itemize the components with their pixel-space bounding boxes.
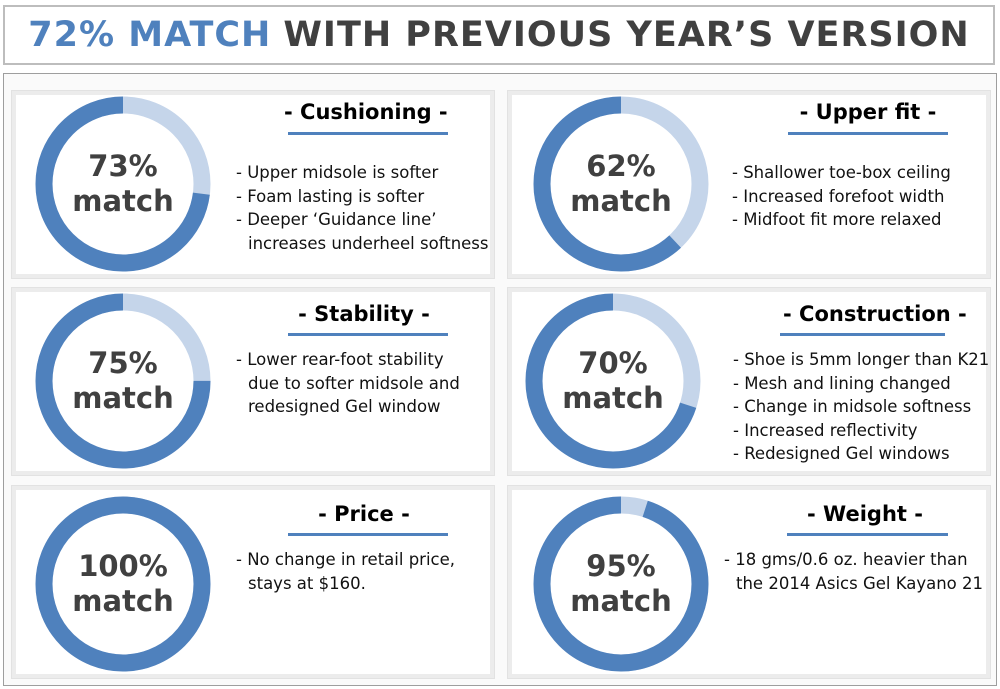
card-stability: 75% match - Stability - - Lower rear-foo… <box>12 288 494 475</box>
bullet-item: - Change in midsole softness <box>733 395 989 419</box>
card-title-stability: - Stability - <box>298 302 430 326</box>
bullet-text: - Upper midsole is softer <box>236 163 439 182</box>
bullet-item: - Shallower toe-box ceiling <box>732 161 951 185</box>
ring-percent: 100% <box>78 549 168 583</box>
ring-value-arc <box>35 96 211 272</box>
card-price: 100% match - Price - - No change in reta… <box>12 486 494 678</box>
ring-percent: 62% <box>586 149 656 183</box>
bullet-text: stays at $160. <box>248 573 366 593</box>
ring-value-arc <box>525 293 701 469</box>
bullet-text: - Increased forefoot width <box>732 186 945 206</box>
ring-chart-construction <box>525 293 701 469</box>
ring-chart-cushioning <box>35 96 211 272</box>
ring-label-cushioning: 73% match <box>43 149 203 219</box>
bullet-item: - Midfoot fit more relaxed <box>732 208 951 232</box>
bullet-item: - 18 gms/0.6 oz. heavier than the 2014 As… <box>724 548 983 595</box>
bullet-text: - Redesigned Gel windows <box>733 444 950 463</box>
bullet-text: - 18 gms/0.6 oz. heavier than <box>724 550 968 569</box>
title-underline <box>288 132 448 135</box>
title-rest: WITH PREVIOUS YEAR’S VERSION <box>283 15 970 55</box>
page-title: 72% MATCH WITH PREVIOUS YEAR’S VERSION <box>3 5 995 65</box>
bullet-item: - Increased forefoot width <box>732 185 951 209</box>
bullet-list-stability: - Lower rear-foot stability due to softer… <box>236 348 460 419</box>
bullet-item: - Redesigned Gel windows <box>733 442 989 466</box>
ring-chart-price <box>35 496 211 672</box>
title-underline <box>787 533 948 536</box>
ring-value-arc <box>533 496 709 672</box>
ring-percent: 95% <box>586 549 656 583</box>
bullet-item: - Lower rear-foot stability due to softer… <box>236 348 460 419</box>
card-title-cushioning: - Cushioning - <box>284 100 448 124</box>
card-cushioning: 73% match - Cushioning - - Upper midsole… <box>12 91 494 278</box>
ring-match: match <box>562 381 664 415</box>
bullet-text: - Change in midsole softness <box>733 397 972 416</box>
bullet-list-price: - No change in retail price, stays at $16… <box>236 548 455 595</box>
ring-value-arc <box>35 293 211 469</box>
bullet-text: redesigned Gel window <box>248 397 441 416</box>
ring-value-arc <box>533 96 709 272</box>
ring-match: match <box>72 584 174 618</box>
bullet-text: due to softer midsole and <box>248 373 460 393</box>
bullet-text: - Shallower toe-box ceiling <box>732 163 951 182</box>
card-title-weight: - Weight - <box>807 502 923 526</box>
bullet-list-construction: - Shoe is 5mm longer than K21 - Mesh and … <box>733 348 989 466</box>
bullet-text: - Shoe is 5mm longer than K21 <box>733 350 990 369</box>
ring-value-arc <box>35 496 211 672</box>
title-accent: 72% MATCH <box>28 15 272 55</box>
ring-label-weight: 95% match <box>541 549 701 619</box>
bullet-item: - Upper midsole is softer <box>236 161 489 185</box>
ring-label-price: 100% match <box>43 549 203 619</box>
cards-panel: 73% match - Cushioning - - Upper midsole… <box>3 73 997 686</box>
ring-chart-stability <box>35 293 211 469</box>
ring-percent: 75% <box>88 346 158 380</box>
bullet-text: increases underheel softness <box>248 233 489 253</box>
bullet-text: - No change in retail price, <box>236 550 456 569</box>
bullet-item: - Mesh and lining changed <box>733 372 989 396</box>
title-underline <box>780 333 945 336</box>
ring-percent: 73% <box>88 149 158 183</box>
bullet-list-upper-fit: - Shallower toe-box ceiling - Increased f… <box>732 161 951 232</box>
title-underline <box>788 132 948 135</box>
title-underline <box>288 533 448 536</box>
card-construction: 70% match - Construction - - Shoe is 5mm… <box>508 288 990 475</box>
ring-chart-upper-fit <box>533 96 709 272</box>
card-title-price: - Price - <box>318 502 410 526</box>
bullet-text: - Mesh and lining changed <box>733 373 951 393</box>
bullet-text: - Deeper ‘Guidance line’ <box>236 210 437 229</box>
bullet-item: - No change in retail price, stays at $16… <box>236 548 455 595</box>
ring-match: match <box>72 184 174 218</box>
ring-label-stability: 75% match <box>43 346 203 416</box>
card-upper-fit: 62% match - Upper fit - - Shallower toe-… <box>508 91 990 278</box>
bullet-list-cushioning: - Upper midsole is softer - Foam lasting … <box>236 161 489 255</box>
bullet-text: - Lower rear-foot stability <box>236 350 444 369</box>
card-title-construction: - Construction - <box>783 302 967 326</box>
card-title-upper-fit: - Upper fit - <box>799 100 937 124</box>
ring-match: match <box>570 584 672 618</box>
ring-match: match <box>72 381 174 415</box>
bullet-text: - Foam lasting is softer <box>236 186 425 206</box>
bullet-text: the 2014 Asics Gel Kayano 21 <box>736 573 984 593</box>
card-weight: 95% match - Weight - - 18 gms/0.6 oz. he… <box>508 486 990 678</box>
ring-match: match <box>570 184 672 218</box>
bullet-item: - Increased reflectivity <box>733 419 989 443</box>
bullet-item: - Shoe is 5mm longer than K21 <box>733 348 989 372</box>
ring-chart-weight <box>533 496 709 672</box>
bullet-text: - Midfoot fit more relaxed <box>732 210 942 229</box>
ring-percent: 70% <box>578 346 648 380</box>
title-underline <box>288 333 448 336</box>
ring-label-construction: 70% match <box>533 346 693 416</box>
bullet-item: - Foam lasting is softer <box>236 185 489 209</box>
ring-label-upper-fit: 62% match <box>541 149 701 219</box>
bullet-list-weight: - 18 gms/0.6 oz. heavier than the 2014 As… <box>724 548 983 595</box>
bullet-item: - Deeper ‘Guidance line’ increases underh… <box>236 208 489 255</box>
bullet-text: - Increased reflectivity <box>733 420 918 440</box>
